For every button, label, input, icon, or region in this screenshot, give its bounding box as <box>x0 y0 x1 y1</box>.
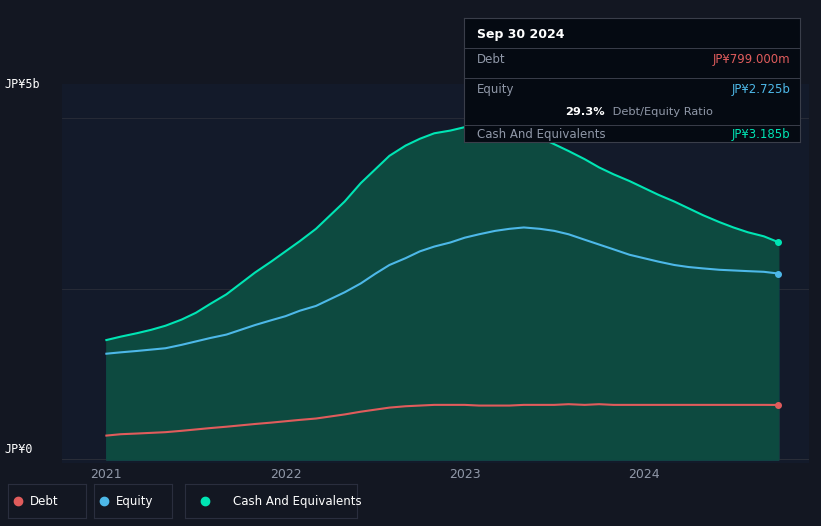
Text: Debt: Debt <box>30 494 58 508</box>
Text: JP¥0: JP¥0 <box>4 443 33 456</box>
Text: JP¥5b: JP¥5b <box>4 78 39 90</box>
Text: Sep 30 2024: Sep 30 2024 <box>477 28 565 42</box>
Text: Debt: Debt <box>477 53 506 66</box>
Text: JP¥2.725b: JP¥2.725b <box>732 83 791 96</box>
Text: 29.3%: 29.3% <box>566 107 605 117</box>
Text: Cash And Equivalents: Cash And Equivalents <box>477 128 606 141</box>
Text: Equity: Equity <box>477 83 515 96</box>
Text: Debt/Equity Ratio: Debt/Equity Ratio <box>608 107 713 117</box>
Text: Cash And Equivalents: Cash And Equivalents <box>233 494 361 508</box>
Text: JP¥799.000m: JP¥799.000m <box>713 53 791 66</box>
Text: JP¥3.185b: JP¥3.185b <box>732 128 791 141</box>
Text: Equity: Equity <box>117 494 154 508</box>
